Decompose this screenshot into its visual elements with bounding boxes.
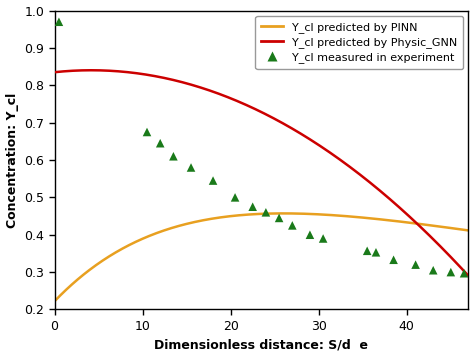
Point [306, 232, 314, 238]
Point [289, 222, 296, 228]
Point [390, 257, 397, 263]
Point [319, 236, 327, 241]
Point [262, 210, 270, 215]
Point [170, 154, 177, 159]
Point [55, 19, 63, 25]
Y-axis label: Concentration: Y_cl: Concentration: Y_cl [6, 92, 18, 228]
Point [156, 140, 164, 146]
Point [460, 270, 468, 276]
Point [209, 178, 217, 183]
Point [372, 250, 380, 255]
Point [143, 129, 151, 135]
Legend: Y_cl predicted by PINN, Y_cl predicted by Physic_GNN, Y_cl measured in experimen: Y_cl predicted by PINN, Y_cl predicted b… [255, 16, 463, 69]
Point [364, 248, 371, 254]
Point [275, 215, 283, 221]
Point [249, 204, 256, 210]
Point [429, 267, 437, 273]
Point [447, 269, 455, 275]
Point [187, 165, 195, 170]
Point [412, 262, 419, 267]
Point [231, 195, 239, 200]
X-axis label: Dimensionless distance: S/d  e: Dimensionless distance: S/d e [155, 338, 368, 351]
